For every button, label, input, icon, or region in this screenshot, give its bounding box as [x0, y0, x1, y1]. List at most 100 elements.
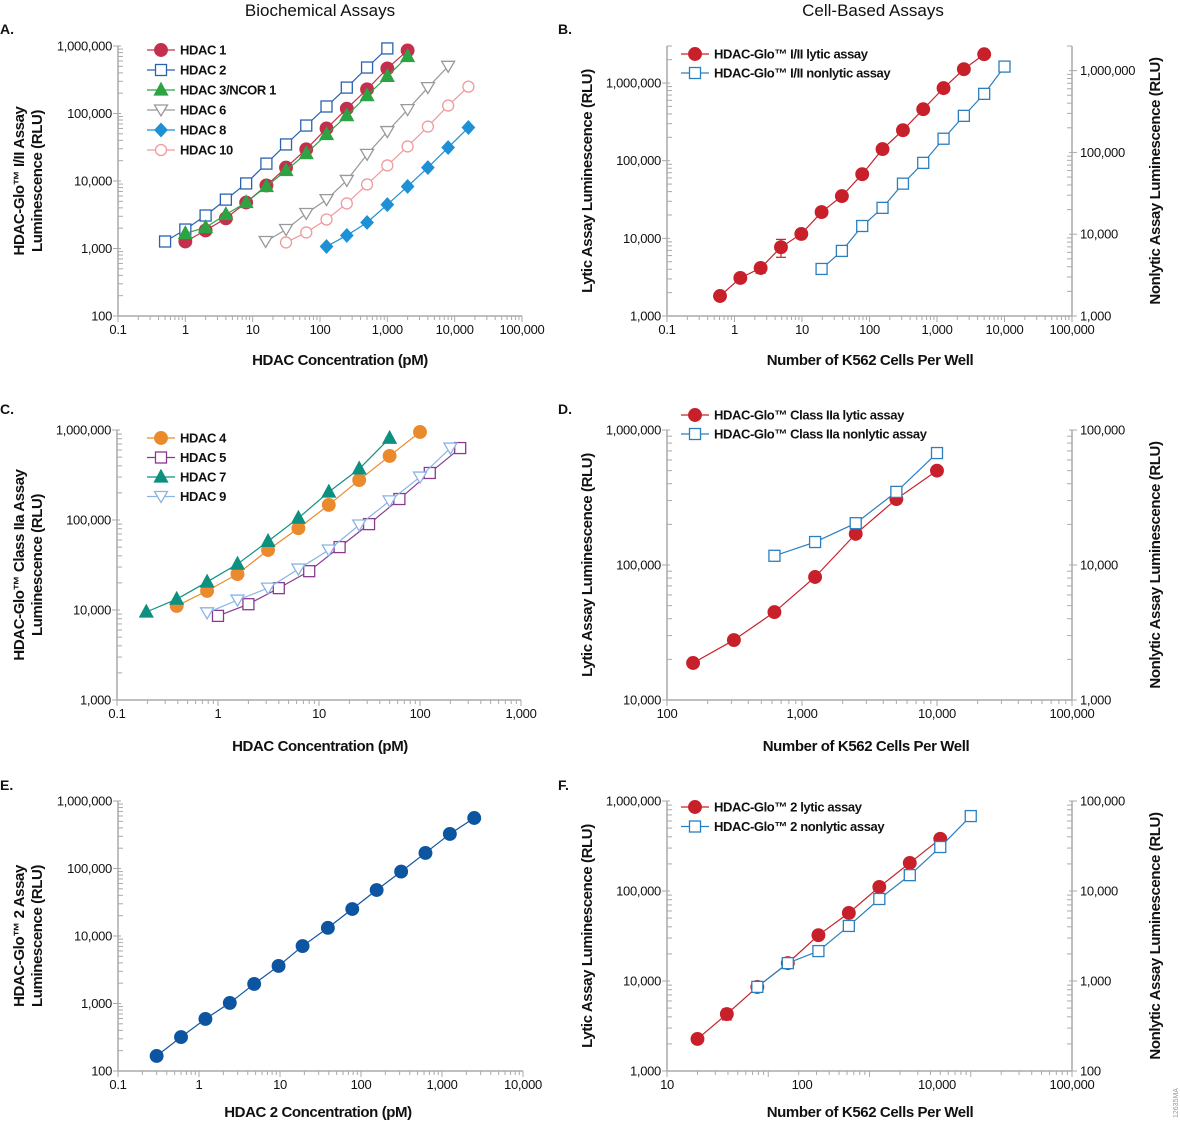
data-point [781, 956, 794, 970]
data-point [229, 555, 246, 570]
panel-f: F. 10 100 10,000 100,000 1,000 10,000 100,000 1,… [558, 777, 1164, 1121]
data-point [320, 213, 333, 226]
data-point [930, 446, 944, 460]
data-point [211, 609, 225, 623]
legend-marker [154, 122, 168, 138]
x-tick-label: 100 [657, 706, 678, 721]
data-point [149, 1049, 164, 1063]
data-point [352, 473, 367, 487]
panel-a: A. 0.1 1 10 100 1,000 10,000 100,000 100 1,000 10,… [0, 21, 545, 369]
data-point [834, 189, 849, 204]
data-point [290, 563, 307, 577]
data-point [394, 864, 409, 879]
panel-e: E. 0.1 1 10 100 1,000 10,000 100 1,000 10,000 100,… [0, 777, 542, 1121]
legend-label: HDAC 10 [180, 143, 233, 158]
y-tick-label: 1,000 [80, 693, 111, 708]
heading-biochemical-assays: Biochemical Assays [245, 1, 395, 20]
data-point [393, 492, 406, 506]
x-tick-label: 1,000 [372, 322, 403, 337]
data-point [412, 471, 428, 485]
y-tick-label: 1,000,000 [57, 39, 112, 54]
data-point [381, 42, 394, 55]
x-tick-label: 10,000 [436, 322, 474, 337]
data-point [219, 193, 233, 206]
data-point [303, 565, 316, 578]
data-point [360, 215, 374, 230]
data-point [318, 126, 335, 141]
y-tick-label: 1,000,000 [606, 794, 661, 809]
data-point [222, 995, 237, 1010]
y-right-tick-label: 1,000 [1080, 693, 1111, 708]
data-point [751, 980, 764, 994]
data-point [271, 958, 286, 973]
data-point [848, 526, 863, 541]
series-hdac-glo-class-iia-lytic-assay [686, 463, 944, 670]
data-point [441, 140, 456, 156]
y-axis-title: HDAC-Glo™ I/II Assay [11, 105, 28, 255]
legend-label: HDAC 7 [180, 470, 226, 485]
legend-label: HDAC 8 [180, 123, 226, 138]
x-axis-title: Number of K562 Cells Per Well [763, 738, 970, 755]
y-axis-right-title: Nonlytic Assay Luminescence (RLU) [1147, 441, 1164, 689]
data-point [381, 159, 394, 172]
data-point [229, 594, 246, 608]
series-hdac-8 [319, 120, 476, 254]
data-point [849, 517, 862, 530]
legend-item: HDAC 10 [147, 143, 233, 158]
data-point [814, 205, 829, 220]
y-axis-title: Lytic Assay Luminescence (RLU) [579, 69, 596, 293]
series-hdac-9 [199, 442, 459, 621]
series-hdac-4 [169, 425, 427, 613]
data-point [768, 549, 781, 562]
data-point [340, 81, 353, 94]
x-tick-label: 1,000 [786, 706, 817, 721]
data-point [260, 532, 276, 547]
data-point [238, 194, 254, 209]
legend-item: HDAC-Glo™ I/II lytic assay [681, 47, 869, 62]
data-point [401, 140, 414, 153]
x-tick-label: 10 [246, 322, 260, 337]
legend-label: HDAC-Glo™ Class IIa nonlytic assay [714, 427, 928, 442]
data-point [841, 906, 856, 920]
panel-label: F. [558, 777, 569, 793]
y-right-tick-label: 1,000 [1080, 309, 1111, 324]
data-point [379, 125, 395, 139]
data-point [369, 883, 384, 897]
y-tick-label: 100,000 [66, 513, 111, 528]
panel-b: B.0.1 1 10 100 1,000 10,000 100,0001,00010,000… [558, 21, 1164, 369]
data-point [733, 271, 748, 285]
legend-marker [688, 408, 702, 422]
legend-marker [688, 800, 702, 814]
y-axis-title: HDAC-Glo™ Class IIa Assay [11, 468, 28, 660]
data-point [380, 197, 395, 213]
x-tick-label: 100,000 [1050, 322, 1095, 337]
x-tick-label: 100,000 [1050, 1077, 1095, 1092]
data-point [177, 225, 193, 240]
y-tick-label: 100,000 [616, 884, 661, 899]
x-tick-label: 10 [660, 1077, 674, 1092]
y-tick-label: 1,000,000 [606, 423, 661, 438]
series-hdac-glo-2-nonlytic-assay [751, 809, 977, 994]
data-point [318, 193, 335, 207]
data-point [382, 448, 397, 463]
legend-marker [154, 431, 168, 445]
x-tick-label: 10,000 [504, 1077, 542, 1092]
data-point [300, 119, 313, 132]
y-tick-label: 100,000 [616, 153, 661, 168]
data-point [934, 840, 947, 854]
data-point [964, 809, 977, 823]
data-point [298, 145, 314, 160]
data-point [174, 1030, 188, 1045]
series-line [285, 86, 469, 243]
x-axis-title: HDAC Concentration (pM) [252, 352, 428, 369]
data-point [895, 123, 910, 138]
series-line [265, 65, 449, 243]
legend-item: HDAC 5 [147, 450, 227, 465]
y-tick-label: 1,000,000 [606, 76, 661, 91]
legend-item: HDAC 3/NCOR 1 [147, 81, 276, 98]
y-tick-label: 1,000,000 [57, 794, 112, 809]
y-tick-label: 100 [91, 1064, 112, 1079]
y-right-tick-label: 100,000 [1080, 145, 1125, 160]
x-axis-title: Number of K562 Cells Per Well [767, 352, 974, 369]
series-hdac-glo-class-iia-nonlytic-assay [768, 446, 944, 562]
